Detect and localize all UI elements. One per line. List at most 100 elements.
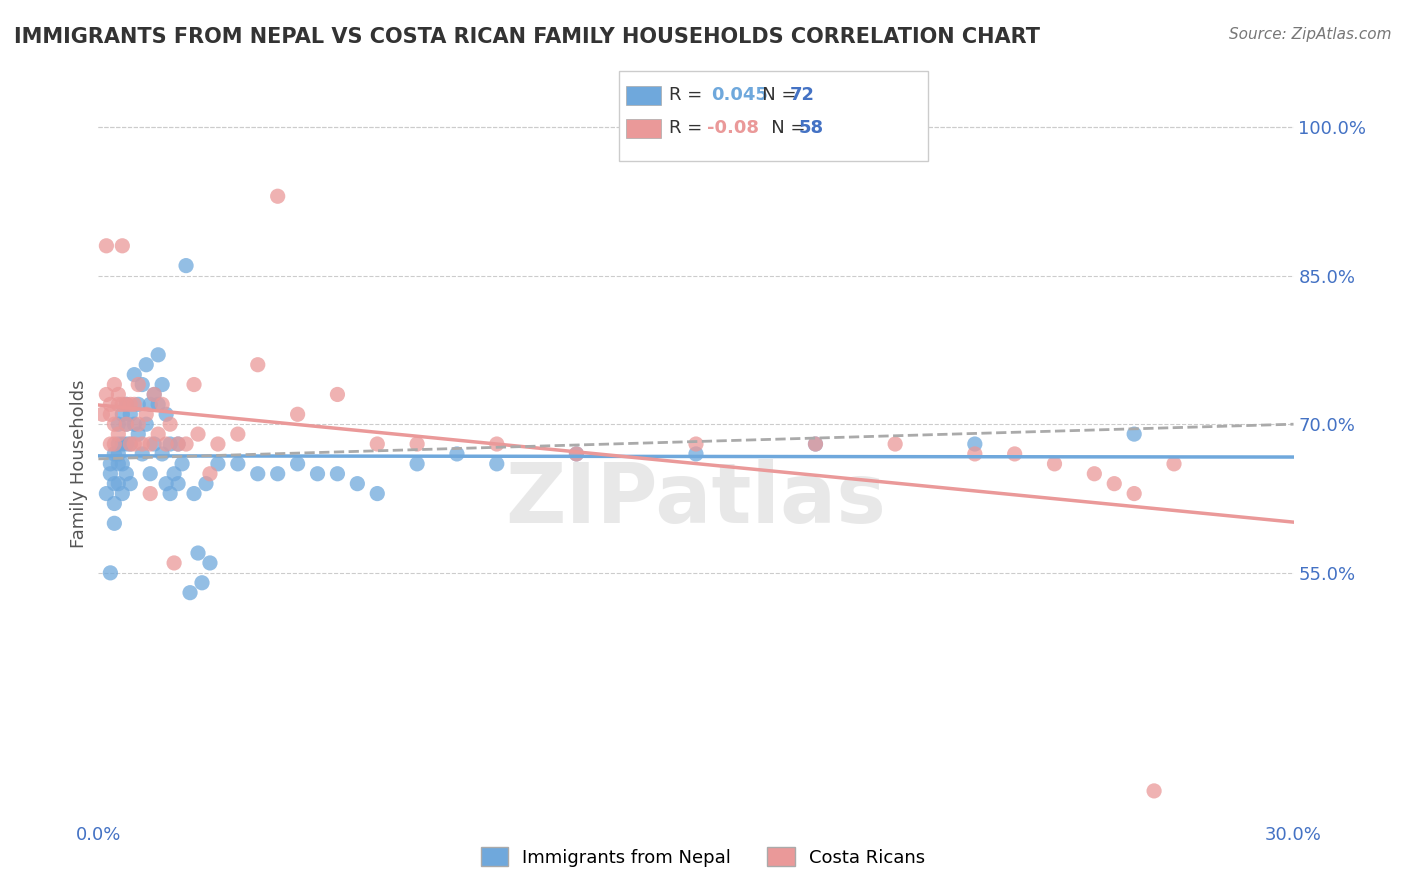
Point: [139, 437, 162, 451]
Point: [226, 427, 249, 442]
Point: [98, 457, 122, 471]
Point: [183, 486, 205, 500]
Point: [163, 556, 186, 570]
Point: [198, 556, 221, 570]
Point: [98, 566, 122, 580]
Point: [91, 407, 114, 421]
Point: [103, 417, 125, 432]
Point: [107, 476, 129, 491]
Point: [150, 397, 173, 411]
Text: Source: ZipAtlas.com: Source: ZipAtlas.com: [1229, 27, 1392, 42]
Point: [103, 437, 125, 451]
Text: N =: N =: [754, 120, 811, 137]
Text: R =: R =: [669, 120, 709, 137]
Point: [159, 486, 181, 500]
Point: [103, 476, 125, 491]
Point: [135, 417, 157, 432]
Point: [685, 447, 707, 461]
Point: [195, 476, 218, 491]
Point: [366, 486, 388, 500]
Point: [96, 387, 118, 401]
Point: [187, 427, 209, 442]
Point: [148, 397, 170, 411]
Point: [963, 447, 986, 461]
Text: R =: R =: [669, 87, 714, 104]
Point: [124, 368, 146, 382]
Text: ZIPatlas: ZIPatlas: [506, 459, 886, 540]
Point: [406, 457, 429, 471]
Y-axis label: Family Households: Family Households: [70, 380, 89, 548]
Point: [143, 387, 166, 401]
Text: 72: 72: [790, 87, 815, 104]
Point: [1123, 486, 1146, 500]
Text: IMMIGRANTS FROM NEPAL VS COSTA RICAN FAMILY HOUSEHOLDS CORRELATION CHART: IMMIGRANTS FROM NEPAL VS COSTA RICAN FAM…: [14, 27, 1040, 46]
Point: [326, 467, 349, 481]
Point: [1104, 476, 1126, 491]
Point: [179, 585, 201, 599]
Point: [174, 437, 197, 451]
Point: [107, 447, 129, 461]
Point: [1004, 447, 1026, 461]
Point: [107, 437, 129, 451]
Point: [98, 467, 122, 481]
Point: [120, 437, 142, 451]
Point: [150, 377, 173, 392]
Point: [111, 457, 134, 471]
Point: [406, 437, 429, 451]
Point: [183, 377, 205, 392]
Point: [685, 437, 707, 451]
Text: -0.08: -0.08: [707, 120, 759, 137]
Point: [148, 427, 170, 442]
Point: [326, 387, 349, 401]
Point: [127, 397, 149, 411]
Point: [155, 476, 177, 491]
Point: [246, 467, 269, 481]
Point: [124, 437, 146, 451]
Point: [159, 417, 181, 432]
Point: [198, 467, 221, 481]
Point: [111, 239, 134, 253]
Point: [103, 447, 125, 461]
Legend: Immigrants from Nepal, Costa Ricans: Immigrants from Nepal, Costa Ricans: [474, 840, 932, 874]
Point: [139, 486, 162, 500]
Point: [107, 417, 129, 432]
Point: [267, 189, 290, 203]
Point: [131, 377, 153, 392]
Text: N =: N =: [745, 87, 803, 104]
Point: [143, 387, 166, 401]
Point: [103, 496, 125, 510]
Point: [115, 437, 138, 451]
Point: [485, 457, 508, 471]
Point: [127, 427, 149, 442]
Point: [139, 397, 162, 411]
Point: [187, 546, 209, 560]
Point: [107, 387, 129, 401]
Point: [1163, 457, 1185, 471]
Point: [98, 407, 122, 421]
Point: [155, 437, 177, 451]
Point: [155, 407, 177, 421]
Point: [148, 348, 170, 362]
Point: [131, 447, 153, 461]
Point: [366, 437, 388, 451]
Point: [96, 486, 118, 500]
Point: [115, 397, 138, 411]
Point: [124, 417, 146, 432]
Point: [115, 467, 138, 481]
Point: [120, 397, 142, 411]
Point: [103, 377, 125, 392]
Point: [246, 358, 269, 372]
Point: [804, 437, 827, 451]
Point: [191, 575, 214, 590]
Point: [159, 437, 181, 451]
Point: [485, 437, 508, 451]
Point: [565, 447, 588, 461]
Point: [111, 397, 134, 411]
Point: [167, 476, 190, 491]
Point: [98, 397, 122, 411]
Point: [287, 407, 309, 421]
Point: [143, 437, 166, 451]
Point: [884, 437, 907, 451]
Point: [135, 358, 157, 372]
Point: [135, 407, 157, 421]
